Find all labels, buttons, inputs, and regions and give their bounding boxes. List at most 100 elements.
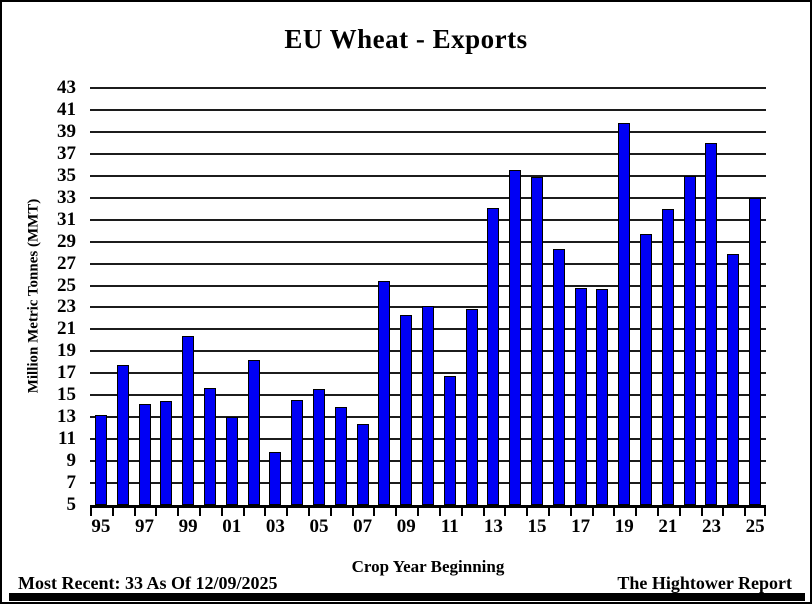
gridline-39 bbox=[90, 130, 766, 133]
x-tick bbox=[438, 508, 441, 516]
x-tick bbox=[264, 508, 267, 516]
bar-09 bbox=[400, 315, 413, 505]
x-tick bbox=[111, 508, 114, 516]
x-tick-label-13: 13 bbox=[483, 516, 503, 537]
x-tick bbox=[373, 508, 376, 516]
y-tick-label-37: 37 bbox=[57, 142, 76, 164]
y-tick-label-43: 43 bbox=[57, 77, 76, 98]
plot-area: 95 97 99 01 03 05 07 09 11 13 15 17 19 21 23 25 bbox=[90, 87, 766, 537]
y-tick-label-23: 23 bbox=[57, 296, 76, 318]
x-tick bbox=[504, 508, 507, 516]
bar-21 bbox=[661, 208, 674, 505]
bar-20 bbox=[640, 233, 653, 505]
bar-95 bbox=[94, 415, 107, 505]
gridline-33 bbox=[90, 196, 766, 199]
y-tick-label-13: 13 bbox=[57, 406, 76, 428]
y-tick-label-35: 35 bbox=[57, 164, 76, 186]
x-tick bbox=[722, 508, 725, 516]
x-tick bbox=[526, 508, 529, 516]
x-tick bbox=[482, 508, 485, 516]
bar-97 bbox=[138, 404, 151, 505]
y-tick-label-15: 15 bbox=[57, 384, 76, 406]
y-tick-label-21: 21 bbox=[57, 318, 76, 340]
gridline-43 bbox=[90, 87, 766, 89]
bar-99 bbox=[182, 336, 195, 505]
y-tick-label-9: 9 bbox=[66, 450, 77, 472]
bar-13 bbox=[487, 207, 500, 505]
bar-96 bbox=[116, 364, 129, 505]
x-tick bbox=[656, 508, 659, 516]
x-tick bbox=[417, 508, 420, 516]
bottom-bar bbox=[9, 593, 805, 601]
bar-00 bbox=[203, 387, 216, 505]
x-tick-label-19: 19 bbox=[614, 516, 634, 537]
bar-11 bbox=[443, 375, 456, 505]
x-tick-label-05: 05 bbox=[309, 516, 329, 537]
x-tick-label-11: 11 bbox=[440, 516, 459, 537]
x-tick-label-01: 01 bbox=[222, 516, 242, 537]
y-tick-label-41: 41 bbox=[57, 98, 76, 120]
bar-06 bbox=[334, 407, 347, 505]
x-tick bbox=[308, 508, 311, 516]
gridline-25 bbox=[90, 284, 766, 287]
x-tick bbox=[177, 508, 180, 516]
gridline-27 bbox=[90, 262, 766, 265]
bar-14 bbox=[509, 170, 522, 505]
x-tick bbox=[286, 508, 289, 516]
bar-01 bbox=[225, 417, 238, 505]
bar-03 bbox=[269, 452, 282, 505]
x-tick-label-99: 99 bbox=[178, 516, 198, 537]
x-axis-title: Crop Year Beginning bbox=[351, 557, 505, 576]
bar-18 bbox=[596, 288, 609, 505]
x-tick bbox=[220, 508, 223, 516]
y-tick-label-29: 29 bbox=[57, 230, 76, 252]
x-tick bbox=[547, 508, 550, 516]
x-tick bbox=[591, 508, 594, 516]
bar-05 bbox=[312, 388, 325, 505]
x-tick bbox=[329, 508, 332, 516]
bar-24 bbox=[727, 253, 740, 505]
x-tick bbox=[700, 508, 703, 516]
x-tick bbox=[460, 508, 463, 516]
y-tick-label-31: 31 bbox=[57, 208, 76, 230]
x-tick bbox=[613, 508, 616, 516]
x-tick-label-07: 07 bbox=[353, 516, 373, 537]
y-tick-label-27: 27 bbox=[57, 252, 76, 274]
x-tick-label-95: 95 bbox=[91, 516, 111, 537]
x-tick bbox=[199, 508, 202, 516]
bar-10 bbox=[422, 306, 434, 505]
bar-22 bbox=[683, 175, 696, 505]
bar-23 bbox=[705, 142, 718, 505]
x-tick-label-09: 09 bbox=[396, 516, 416, 537]
x-tick-label-17: 17 bbox=[571, 516, 591, 537]
x-tick bbox=[395, 508, 398, 516]
y-tick-label-25: 25 bbox=[57, 274, 76, 296]
bar-04 bbox=[291, 399, 304, 505]
y-tick-label-17: 17 bbox=[57, 362, 76, 384]
gridline-29 bbox=[90, 240, 766, 243]
x-tick bbox=[678, 508, 681, 516]
gridline-31 bbox=[90, 218, 766, 221]
bar-08 bbox=[378, 281, 391, 505]
source-attribution: The Hightower Report bbox=[617, 573, 792, 593]
bar-02 bbox=[247, 360, 260, 505]
bar-16 bbox=[552, 249, 565, 505]
gridline-41 bbox=[90, 108, 766, 111]
x-tick bbox=[744, 508, 747, 516]
bar-15 bbox=[531, 176, 544, 505]
bar-98 bbox=[160, 400, 173, 505]
y-tick-label-7: 7 bbox=[66, 472, 77, 494]
chart-title: EU Wheat - Exports bbox=[284, 24, 528, 54]
bar-12 bbox=[465, 308, 478, 505]
y-tick-label-5: 5 bbox=[66, 494, 77, 515]
x-tick bbox=[635, 508, 638, 516]
x-tick bbox=[351, 508, 354, 516]
x-tick bbox=[90, 508, 92, 516]
most-recent-note: Most Recent: 33 As Of 12/09/2025 bbox=[18, 573, 278, 593]
x-tick bbox=[764, 508, 766, 516]
y-tick-label-19: 19 bbox=[57, 340, 76, 362]
x-tick bbox=[242, 508, 245, 516]
gridline-35 bbox=[90, 174, 766, 177]
x-tick bbox=[133, 508, 136, 516]
